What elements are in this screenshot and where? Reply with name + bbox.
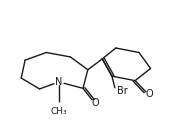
Text: O: O — [91, 98, 99, 108]
Ellipse shape — [144, 92, 153, 97]
Ellipse shape — [54, 79, 63, 84]
Ellipse shape — [108, 89, 124, 94]
Text: CH₃: CH₃ — [51, 107, 67, 116]
Text: O: O — [146, 89, 153, 99]
Text: Br: Br — [117, 86, 128, 96]
Ellipse shape — [52, 103, 66, 108]
Text: N: N — [55, 77, 63, 87]
Ellipse shape — [90, 101, 99, 105]
